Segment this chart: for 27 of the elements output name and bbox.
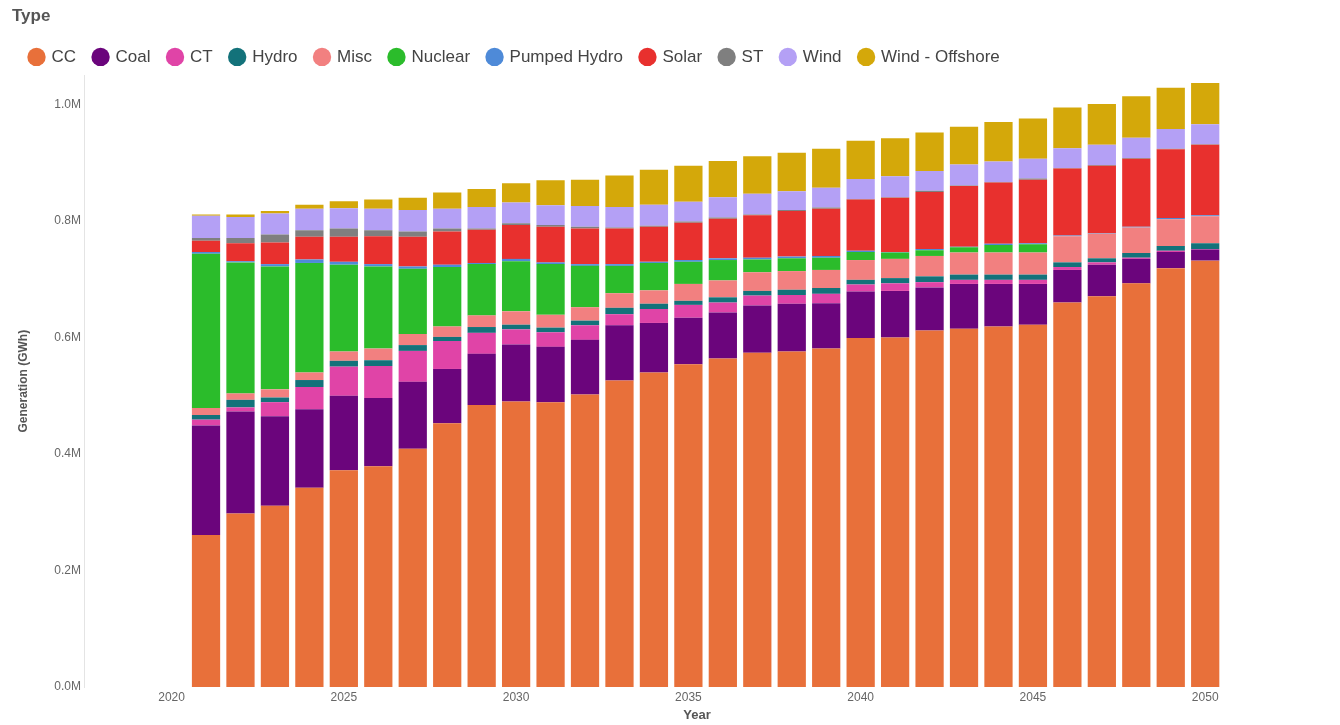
legend-label: ST bbox=[741, 46, 764, 66]
x-axis-title: Year bbox=[683, 706, 711, 722]
legend-label: Hydro bbox=[252, 46, 298, 66]
y-tick-label: 0.6M bbox=[54, 329, 81, 344]
y-axis-title: Generation (GWh) bbox=[15, 329, 30, 433]
legend-label: CT bbox=[190, 46, 213, 66]
legend-label: Nuclear bbox=[411, 46, 471, 66]
legend-label: Misc bbox=[337, 46, 373, 66]
legend-label: Pumped Hydro bbox=[509, 46, 623, 66]
y-tick-label: 0.4M bbox=[54, 446, 81, 461]
y-tick-label: 0.0M bbox=[54, 679, 81, 694]
x-tick-label: 2040 bbox=[847, 689, 875, 704]
y-tick-label: 1.0M bbox=[54, 96, 81, 111]
y-tick-label: 0.2M bbox=[54, 562, 81, 577]
legend-label: Coal bbox=[115, 46, 151, 66]
legend-title: Type bbox=[12, 6, 51, 26]
legend-label: Wind bbox=[802, 46, 842, 66]
y-tick-label: 0.8M bbox=[54, 213, 81, 228]
legend-label: Wind - Offshore bbox=[881, 46, 1000, 66]
legend-label: Solar bbox=[662, 46, 703, 66]
legend-label: CC bbox=[51, 46, 77, 66]
x-tick-label: 2020 bbox=[158, 689, 186, 704]
x-tick-label: 2045 bbox=[1019, 689, 1047, 704]
x-tick-label: 2025 bbox=[330, 689, 358, 704]
x-tick-label: 2050 bbox=[1191, 689, 1219, 704]
x-tick-label: 2035 bbox=[675, 689, 703, 704]
x-tick-label: 2030 bbox=[502, 689, 530, 704]
